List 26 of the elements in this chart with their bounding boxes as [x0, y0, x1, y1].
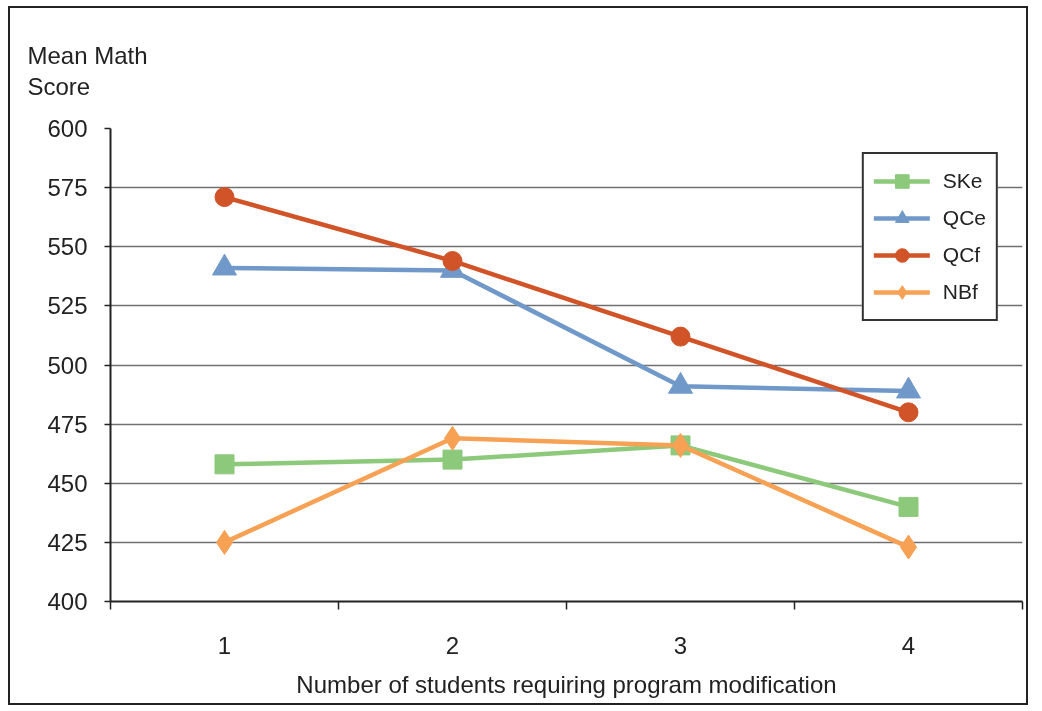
point	[670, 326, 691, 347]
x-tick-label: 4	[901, 631, 916, 659]
point	[898, 496, 919, 517]
x-tick-label: 1	[217, 631, 232, 659]
point	[898, 402, 919, 423]
x-tick-label: 2	[445, 631, 460, 659]
y-tick-label: 425	[47, 528, 88, 556]
legend-label: SKe	[942, 169, 983, 193]
legend-label: NBf	[942, 280, 978, 304]
y-tick-label: 575	[47, 174, 88, 202]
y-tick-label: 600	[47, 115, 88, 142]
y-tick-label: 400	[47, 588, 88, 615]
point	[214, 187, 235, 208]
y-tick-label: 475	[47, 410, 88, 438]
x-axis-title: Number of students requiring program modification	[296, 670, 837, 698]
legend-label: QCf	[942, 243, 981, 267]
y-tick-label: 550	[47, 233, 88, 261]
point	[442, 449, 463, 470]
point	[442, 250, 463, 271]
y-tick-label: 525	[47, 292, 88, 320]
y-axis-title: Mean Math Score	[27, 41, 148, 101]
x-tick-label: 3	[673, 631, 688, 659]
y-tick-label: 500	[47, 351, 88, 379]
y-tick-label: 450	[47, 469, 88, 497]
point	[214, 454, 235, 475]
legend-label: QCe	[942, 206, 986, 230]
